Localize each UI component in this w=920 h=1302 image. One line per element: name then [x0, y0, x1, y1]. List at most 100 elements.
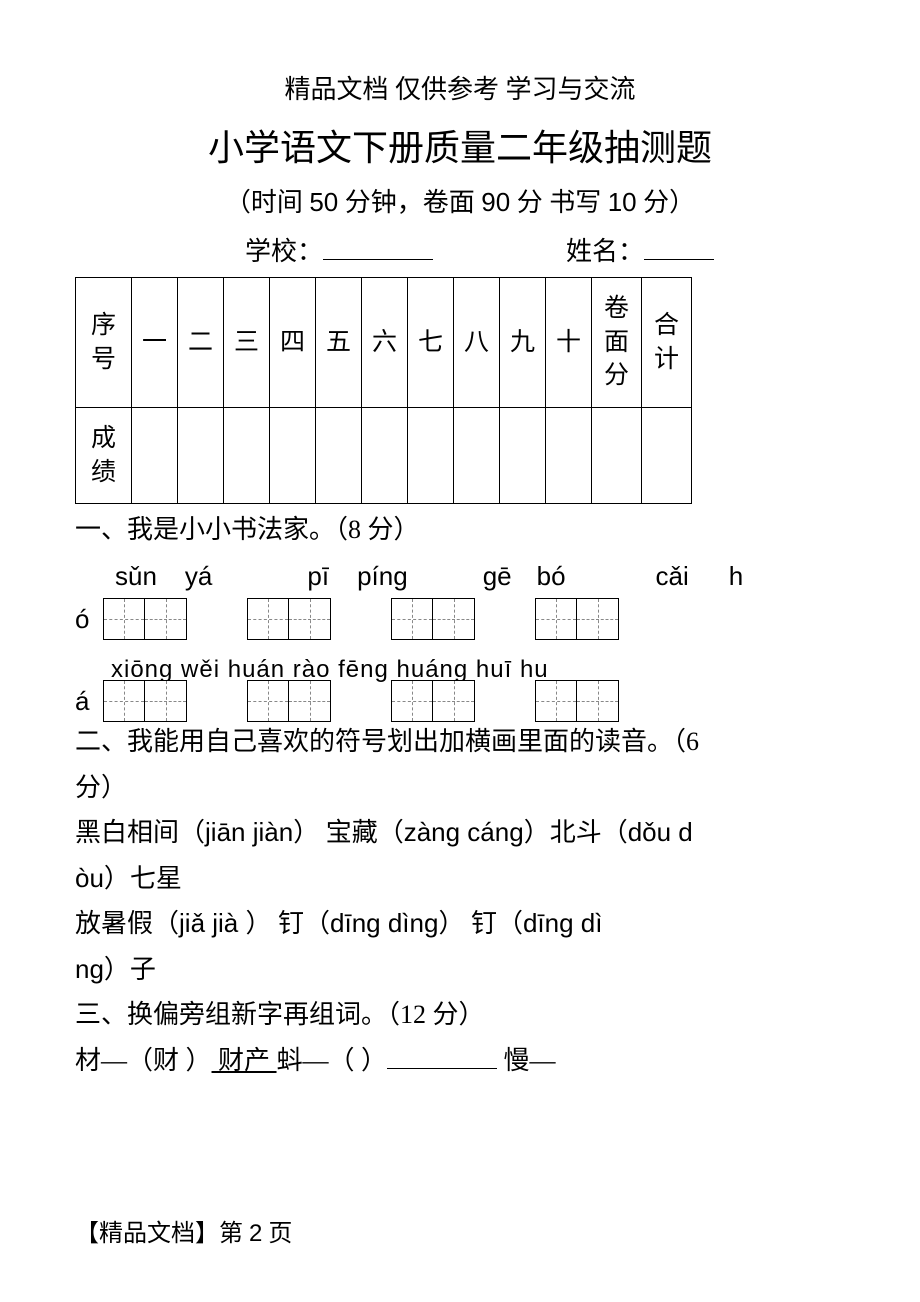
pinyin: jiǎ jià	[179, 908, 245, 938]
score-table: 序号 一 二 三 四 五 六 七 八 九 十 卷面分 合计 成绩	[75, 277, 692, 504]
table-row: 序号 一 二 三 四 五 六 七 八 九 十 卷面分 合计	[76, 278, 692, 408]
char-box-pair	[247, 680, 331, 722]
boxes-row-1: ó	[75, 598, 845, 640]
subtitle-mid2: 分 书写	[510, 188, 608, 217]
footer-page: 2	[249, 1220, 262, 1247]
char-box	[145, 680, 187, 722]
t: 放暑假（	[75, 909, 179, 938]
char-box	[289, 680, 331, 722]
cell-4: 四	[270, 278, 316, 408]
table-row: 成绩	[76, 408, 692, 504]
char-box-pair	[535, 598, 619, 640]
boxes-row-2: xiōng wěi huán rào fēng huáng huī hu á	[75, 680, 845, 722]
cell-5: 五	[316, 278, 362, 408]
char-box-pair	[535, 680, 619, 722]
t: 材—（财 ）	[75, 1046, 212, 1075]
pinyin-4: píng	[357, 557, 408, 596]
cell-empty	[642, 408, 692, 504]
meta-line: 学校： 姓名：	[75, 232, 845, 271]
subtitle-write: 10	[608, 187, 637, 217]
t: ） 钉（	[246, 909, 331, 938]
char-box-pair	[103, 680, 187, 722]
cell-empty	[316, 408, 362, 504]
char-box	[247, 598, 289, 640]
cell-juanmian: 卷面分	[592, 278, 642, 408]
char-box	[577, 680, 619, 722]
pinyin: dīng dì	[523, 908, 603, 938]
t: ） 钉（	[438, 909, 523, 938]
pinyin: zàng cáng	[404, 817, 524, 847]
pinyin-6: bó	[537, 557, 566, 596]
section2-line1: 黑白相间（jiān jiàn） 宝藏（zàng cáng）北斗（dǒu d	[75, 810, 845, 856]
subtitle-score: 90	[481, 187, 510, 217]
char-box-pair	[103, 598, 187, 640]
cell-empty	[270, 408, 316, 504]
pinyin: jiān jiàn	[205, 817, 293, 847]
trailing-char-1: ó	[75, 600, 89, 639]
char-box-pair	[391, 680, 475, 722]
section1-heading: 一、我是小小书法家。（8 分）	[75, 510, 845, 549]
trailing-char-2: á	[75, 682, 89, 721]
char-box	[535, 680, 577, 722]
section2-line2: òu）七星	[75, 856, 845, 902]
cell-3: 三	[224, 278, 270, 408]
cell-score-label: 成绩	[76, 408, 132, 504]
underlined-answer: 财产	[212, 1046, 277, 1075]
pinyin-5: gē	[483, 557, 512, 596]
cell-heji: 合计	[642, 278, 692, 408]
subtitle-mid1: 分钟，卷面	[338, 188, 481, 217]
char-box	[391, 680, 433, 722]
pinyin-3: pī	[307, 557, 329, 596]
cell-empty	[178, 408, 224, 504]
char-box	[145, 598, 187, 640]
cell-empty	[362, 408, 408, 504]
section3-line1: 材—（财 ） 财产 蚪—（ ） 慢—	[75, 1038, 845, 1084]
school-label: 学校：	[245, 237, 323, 266]
t: ） 宝藏（	[293, 818, 404, 847]
char-box	[535, 598, 577, 640]
cell-7: 七	[408, 278, 454, 408]
char-box-pair	[391, 598, 475, 640]
cell-6: 六	[362, 278, 408, 408]
t: 黑白相间（	[75, 818, 205, 847]
subtitle-time: 50	[309, 187, 338, 217]
cell-empty	[500, 408, 546, 504]
section2-heading-a: 二、我能用自己喜欢的符号划出加横画里面的读音。（6	[75, 719, 845, 765]
cell-empty	[454, 408, 500, 504]
pinyin: ng	[75, 954, 104, 984]
t: 慢—	[497, 1046, 556, 1075]
char-box	[577, 598, 619, 640]
pinyin-7: cǎi	[656, 557, 689, 596]
pinyin-row-1: sǔn yá pī píng gē bó cǎi h	[75, 557, 845, 596]
char-box	[433, 680, 475, 722]
cell-9: 九	[500, 278, 546, 408]
section2-line4: ng）子	[75, 947, 845, 993]
t: ）子	[104, 955, 156, 984]
cell-empty	[224, 408, 270, 504]
cell-8: 八	[454, 278, 500, 408]
pinyin-2: yá	[185, 557, 212, 596]
footer-suffix: 页	[262, 1221, 292, 1247]
answer-blank	[387, 1068, 497, 1069]
section3-heading: 三、换偏旁组新字再组词。（12 分）	[75, 992, 845, 1038]
name-blank	[644, 259, 714, 260]
name-label: 姓名：	[566, 237, 644, 266]
school-blank	[323, 259, 433, 260]
subtitle-suffix: 分）	[637, 188, 696, 217]
char-box	[289, 598, 331, 640]
page-title: 小学语文下册质量二年级抽测题	[75, 121, 845, 175]
char-box	[103, 680, 145, 722]
char-box-pair	[247, 598, 331, 640]
cell-10: 十	[546, 278, 592, 408]
char-box	[391, 598, 433, 640]
footer: 【精品文档】第 2 页	[75, 1216, 292, 1252]
footer-prefix: 【精品文档】第	[75, 1221, 249, 1247]
t: ）七星	[104, 864, 182, 893]
section2-line3: 放暑假（jiǎ jià ） 钉（dīng dìng） 钉（dīng dì	[75, 901, 845, 947]
char-box	[247, 680, 289, 722]
cell-seq: 序号	[76, 278, 132, 408]
char-box	[433, 598, 475, 640]
subtitle: （时间 50 分钟，卷面 90 分 书写 10 分）	[75, 183, 845, 222]
t: 蚪—（ ）	[277, 1046, 388, 1075]
t: ）北斗（	[524, 818, 628, 847]
